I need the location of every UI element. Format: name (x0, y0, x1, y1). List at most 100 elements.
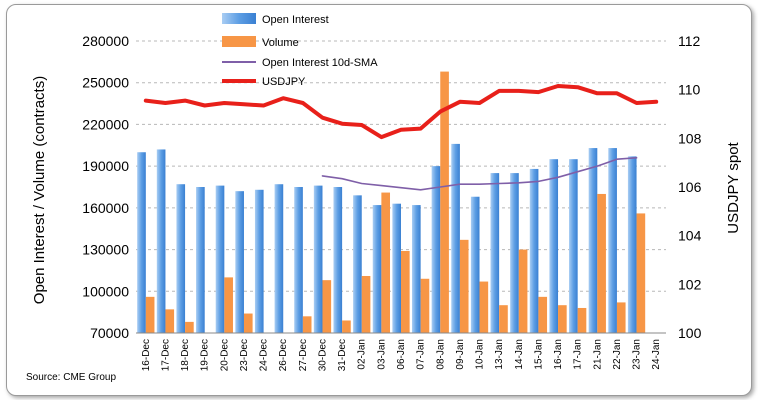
volume-bar (322, 280, 332, 333)
line-series (143, 84, 659, 191)
x-tick-label: 07-Jan (416, 339, 427, 370)
open-interest-bar (490, 173, 500, 333)
open-interest-bar (156, 149, 166, 333)
sma-line (321, 157, 638, 191)
x-tick-label: 24-Jan (651, 339, 662, 370)
source-note: Source: CME Group (26, 372, 116, 383)
x-tick-label: 16-Jan (553, 339, 564, 370)
volume-bar (243, 313, 253, 333)
open-interest-bar (627, 156, 637, 333)
open-interest-bar (254, 189, 264, 333)
x-tick-label: 08-Jan (435, 339, 446, 370)
volume-bar (479, 281, 489, 333)
open-interest-bar (569, 159, 578, 333)
volume-bar (165, 309, 175, 333)
volume-bar (420, 278, 430, 333)
volume-bar (401, 250, 410, 333)
legend-swatch-volume (222, 36, 256, 47)
legend-label-sma: Open Interest 10d-SMA (262, 57, 378, 69)
left-axis-ticks: 70000 100000 130000 160000 190000 220000 25000… (82, 33, 129, 341)
volume-bar (518, 249, 528, 333)
y2-tick-label: 100 (678, 325, 702, 341)
open-interest-bar (313, 185, 323, 333)
y-tick-label: 190000 (82, 158, 129, 174)
volume-bar (381, 192, 391, 333)
volume-bar (361, 275, 371, 333)
x-tick-label: 17-Dec (160, 339, 171, 371)
volume-bar (499, 305, 508, 333)
open-interest-bar (529, 168, 539, 333)
x-tick-label: 26-Dec (278, 339, 289, 371)
volume-bar (616, 302, 626, 333)
x-tick-label: 15-Jan (533, 339, 544, 370)
y-tick-label: 160000 (82, 200, 129, 216)
volume-bar (459, 239, 469, 333)
y2-tick-label: 104 (678, 228, 702, 244)
volume-bar (185, 321, 194, 333)
x-tick-label: 13-Jan (494, 339, 505, 370)
open-interest-bar (353, 195, 362, 333)
open-interest-bar (608, 148, 617, 333)
y2-tick-label: 108 (678, 130, 702, 146)
volume-bar (577, 307, 587, 333)
y2-tick-label: 102 (678, 276, 702, 292)
open-interest-bar (333, 187, 343, 333)
x-axis-ticks: 16-Dec 17-Dec 18-Dec 19-Dec 20-Dec 23-Dec 24-D… (141, 339, 662, 371)
legend: Open Interest Volume Open Interest 10d-S… (222, 13, 378, 88)
volume-bar (538, 296, 548, 333)
legend-label-usdjpy: USDJPY (262, 76, 306, 88)
usdjpy-line (143, 84, 659, 140)
open-interest-bar (215, 185, 225, 333)
open-interest-bar (431, 166, 441, 333)
x-tick-label: 24-Dec (259, 339, 270, 371)
x-tick-label: 06-Jan (396, 339, 407, 370)
x-tick-label: 31-Dec (337, 339, 348, 371)
open-interest-bar (451, 143, 460, 333)
legend-label-volume: Volume (262, 37, 299, 49)
x-tick-label: 27-Dec (298, 339, 309, 371)
y-tick-label: 130000 (82, 242, 129, 258)
open-interest-bar (176, 184, 186, 333)
open-interest-bar (411, 205, 421, 333)
x-tick-label: 16-Dec (141, 339, 152, 371)
x-tick-label: 03-Jan (376, 339, 387, 370)
y-axis-title: Open Interest / Volume (contracts) (31, 76, 48, 304)
x-tick-label: 23-Dec (239, 339, 250, 371)
open-interest-bar (372, 205, 382, 333)
open-interest-bar (510, 173, 519, 333)
volume-bar (636, 213, 646, 333)
open-interest-bar (294, 187, 303, 333)
legend-label-open-interest: Open Interest (262, 14, 329, 26)
x-tick-label: 09-Jan (455, 339, 466, 370)
x-tick-label: 10-Jan (475, 339, 486, 370)
volume-bar (224, 277, 233, 333)
x-tick-label: 22-Jan (612, 339, 623, 370)
x-tick-label: 02-Jan (357, 339, 368, 370)
x-tick-label: 23-Jan (632, 339, 643, 370)
y2-tick-label: 106 (678, 179, 702, 195)
open-interest-bars (137, 143, 637, 333)
y-tick-label: 280000 (82, 33, 129, 49)
volume-bar (342, 320, 351, 333)
y-tick-label: 70000 (90, 325, 129, 341)
volume-bar (440, 71, 449, 333)
x-tick-label: 20-Dec (219, 339, 230, 371)
open-interest-bar (588, 148, 598, 333)
open-interest-bar (137, 152, 146, 333)
open-interest-bar (196, 187, 205, 333)
y-tick-label: 100000 (82, 283, 129, 299)
open-interest-bar (470, 196, 480, 333)
volume-bar (558, 305, 567, 333)
x-tick-label: 17-Jan (573, 339, 584, 370)
open-interest-bar (274, 184, 284, 333)
legend-swatch-open-interest (222, 13, 256, 24)
x-tick-label: 14-Jan (514, 339, 525, 370)
x-tick-label: 18-Dec (180, 339, 191, 371)
y2-axis-title: USDJPY spot (725, 141, 742, 233)
x-tick-label: 19-Dec (200, 339, 211, 371)
open-interest-bar (392, 203, 401, 333)
volume-bars (145, 71, 646, 333)
volume-bar (145, 296, 155, 333)
y-tick-label: 250000 (82, 75, 129, 91)
